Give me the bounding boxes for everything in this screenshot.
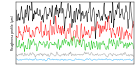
- Y-axis label: Roughness profile (µm): Roughness profile (µm): [11, 15, 15, 50]
